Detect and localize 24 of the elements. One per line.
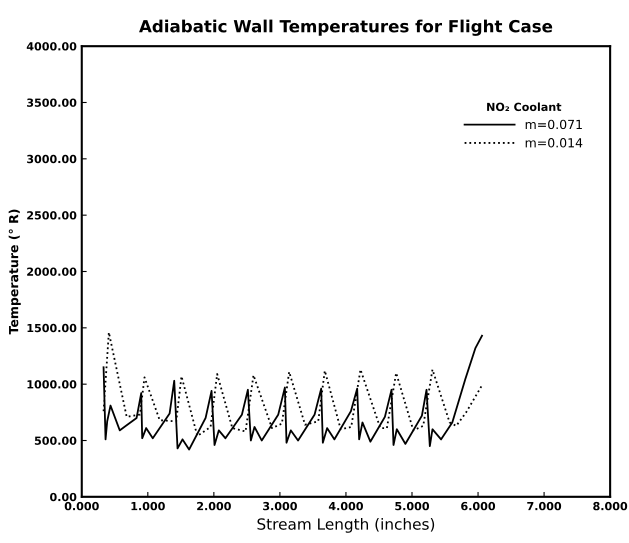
y-tick-label: 500.00 [34,436,76,445]
y-tick-label: 0.00 [50,492,76,502]
y-tick-label: 2000.00 [27,267,76,276]
x-tick-label: 2.000 [197,502,231,510]
y-tick-label: 1000.00 [28,380,76,389]
legend-title: NO₂ Coolant [487,102,562,112]
x-tick-label: 4.000 [328,502,363,510]
y-axis-title: Temperature (° R) [8,210,21,334]
y-tick-label: 3000.00 [27,154,76,164]
legend-label: m=0.071 [526,120,582,130]
chart-title: Adiabatic Wall Temperatures for Flight Case [139,20,552,36]
x-tick-label: 7.000 [527,502,562,510]
x-tick-label: 0.000 [64,502,99,510]
y-tick-label: 1500.00 [28,324,76,332]
x-tick-label: 8.000 [593,502,628,510]
x-axis-title: Stream Length (inches) [257,518,434,533]
x-tick-label: 5.000 [395,502,430,510]
legend-label: m=0.014 [526,138,582,148]
y-tick-label: 3500.00 [27,98,76,107]
x-tick-label: 1.000 [131,502,165,510]
x-tick-label: 6.000 [461,502,496,510]
y-tick-label: 2500.00 [27,211,76,220]
x-tick-label: 3.000 [263,502,297,510]
y-tick-label: 4000.00 [26,42,76,51]
